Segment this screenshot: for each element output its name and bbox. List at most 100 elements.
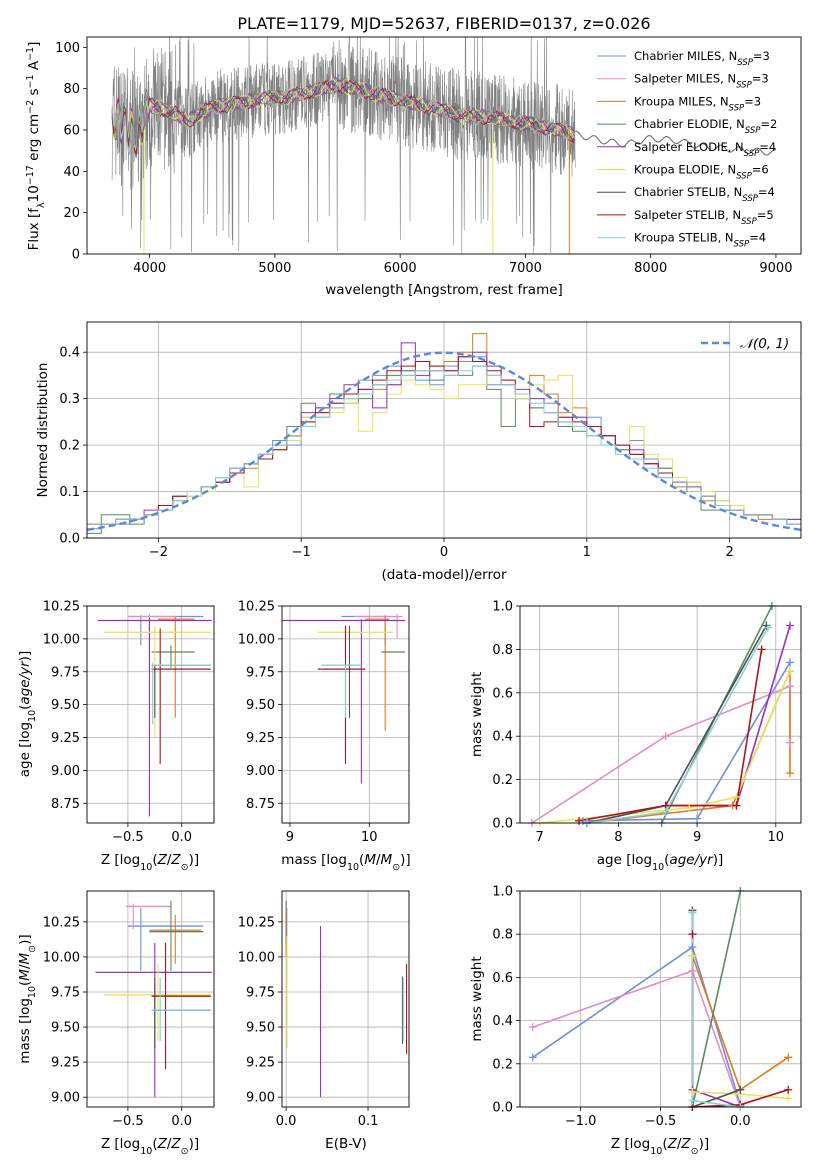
weight-line-salpeter-miles [532, 969, 742, 1107]
legend-name: Salpeter ELODIE, N [634, 140, 744, 154]
model-spectrum-chabrier-stelib [111, 79, 576, 158]
legend-name: 𝒩(0, 1) [740, 336, 789, 352]
label-part: M [364, 852, 376, 868]
residuals-axes: −2 −1 0 1 2 0.0 0.1 0.2 0.3 0.4 𝒩(0, 1) (data-model… [35, 321, 802, 583]
y-tick-label: 0.8 [492, 643, 513, 658]
y-tick-label: 10.00 [238, 950, 275, 965]
axes-frame [519, 890, 802, 1108]
label-part: 10 [140, 1146, 152, 1157]
y-tick-label: 9.00 [246, 1091, 275, 1106]
label-part: 10 [140, 862, 152, 873]
legend-sub: SSP [742, 194, 758, 204]
y-tick-label: 0.4 [492, 1014, 513, 1029]
axes-frame [281, 890, 410, 1108]
data-spectrum-line [111, 37, 576, 254]
label-part: ( [152, 852, 157, 868]
x-tick-label: 0.0 [171, 830, 192, 845]
figure-title: PLATE=1179, MJD=52637, FIBERID=0137, z=0… [237, 14, 650, 33]
y-tick-label: 0.4 [59, 346, 80, 361]
y-tick-label: 9.75 [51, 665, 80, 680]
legend-count: =3 [753, 49, 770, 63]
label-part: Z [667, 1136, 678, 1152]
legend-name: Salpeter STELIB, N [634, 208, 741, 222]
label-part: )] [17, 934, 33, 945]
legend-label: Salpeter MILES, NSSP=3 [634, 72, 769, 91]
x-tick-label: 0.0 [171, 1114, 192, 1129]
label-part: age [log [597, 852, 652, 868]
y-tick-label: 10.25 [238, 600, 275, 615]
y-tick-label: 0.6 [492, 971, 513, 986]
legend-count: =4 [758, 185, 775, 199]
legend-sub: SSP [737, 58, 753, 68]
x-tick-label: 7000 [509, 261, 542, 276]
y-axis-label: Normed distribution [35, 363, 51, 498]
y-tick-label: 9.00 [51, 764, 80, 779]
x-axis-label: wavelength [Angstrom, rest frame] [325, 282, 563, 298]
label-part: ( [359, 852, 364, 868]
label-part: 10 [650, 1146, 662, 1157]
label-part: ( [152, 1136, 157, 1152]
label-part: 10 [652, 862, 664, 873]
y-tick-label: 9.75 [246, 985, 275, 1000]
y-axis-label: Flux [fλ10−17 erg cm−2 s−1 A−1] [25, 42, 47, 251]
label-part: ⊙ [181, 1146, 189, 1157]
y-tick-label: 80 [63, 82, 80, 97]
x-tick-label: 6000 [384, 261, 417, 276]
x-tick-label: 9 [286, 830, 294, 845]
x-tick-label: 4000 [133, 261, 166, 276]
x-tick-label: 9000 [759, 261, 792, 276]
y-tick-label: 0.3 [59, 392, 80, 407]
label-part: −2 [25, 100, 36, 114]
weight-marker [688, 951, 697, 960]
y-axis-label: mass [log10(M/M⊙)] [17, 934, 38, 1063]
x-tick-label: 1 [583, 545, 591, 560]
weight-marker [757, 645, 766, 654]
y-tick-label: 0.6 [492, 686, 513, 701]
legend-sub: SSP [744, 149, 760, 159]
weight-marker [736, 1085, 745, 1094]
legend-label: Chabrier STELIB, NSSP=4 [634, 185, 775, 204]
legend-count: =5 [757, 208, 774, 222]
label-part: 10 [27, 710, 38, 722]
y-tick-label: 0.2 [492, 773, 513, 788]
mw-vs-age-axes: 7 8 9 10 0.0 0.2 0.4 0.6 0.8 1.0 mass weight age [l… [469, 600, 802, 873]
axes-frame [519, 605, 802, 824]
legend-count: =6 [752, 163, 769, 177]
legend-name: Salpeter MILES, N [634, 72, 736, 86]
weight-marker [661, 732, 670, 741]
normal-curve [87, 351, 801, 532]
label-part: M [17, 952, 33, 964]
model-spectrum-salpeter-stelib [111, 79, 576, 155]
label-part: −1 [25, 47, 36, 61]
weight-marker [785, 621, 794, 630]
weight-marker [785, 682, 794, 691]
label-part: / [677, 1136, 682, 1152]
legend-label: Salpeter STELIB, NSSP=5 [634, 208, 774, 227]
y-tick-label: 0.0 [492, 817, 513, 832]
label-part: mass [log [17, 998, 33, 1064]
label-part: age [log [17, 722, 33, 777]
y-tick-label: 8.75 [51, 797, 80, 812]
weight-marker [688, 966, 697, 975]
y-tick-label: 10.00 [43, 950, 80, 965]
weight-marker [732, 792, 741, 801]
y-tick-label: 10.25 [43, 600, 80, 615]
label-part: Z [680, 1136, 691, 1152]
label-part: age/yr [17, 660, 33, 705]
weight-line-kroupa-miles [586, 670, 791, 823]
x-axis-label: mass [log10(M/M⊙)] [281, 852, 410, 873]
mass-vs-ebv-axes: 0.0 0.1 9.00 9.25 9.50 9.75 10.00 10.25 E(B-V) [238, 890, 410, 1152]
y-tick-label: 0 [72, 248, 80, 263]
y-tick-label: 0.2 [59, 439, 80, 454]
x-tick-label: 0 [440, 545, 448, 560]
label-part: 10 [26, 185, 42, 202]
age-vs-mass-axes: 9 10 8.75 9.00 9.25 9.50 9.75 10.00 10.25 mass [l… [238, 600, 411, 873]
legend-label: Kroupa MILES, NSSP=3 [634, 94, 761, 113]
legend-sub: SSP [736, 172, 752, 182]
y-tick-label: 0.4 [492, 730, 513, 745]
x-tick-label: −1 [292, 545, 311, 560]
y-tick-label: 0.8 [492, 928, 513, 943]
label-part: mass [log [281, 852, 347, 868]
x-tick-label: 8000 [634, 261, 667, 276]
